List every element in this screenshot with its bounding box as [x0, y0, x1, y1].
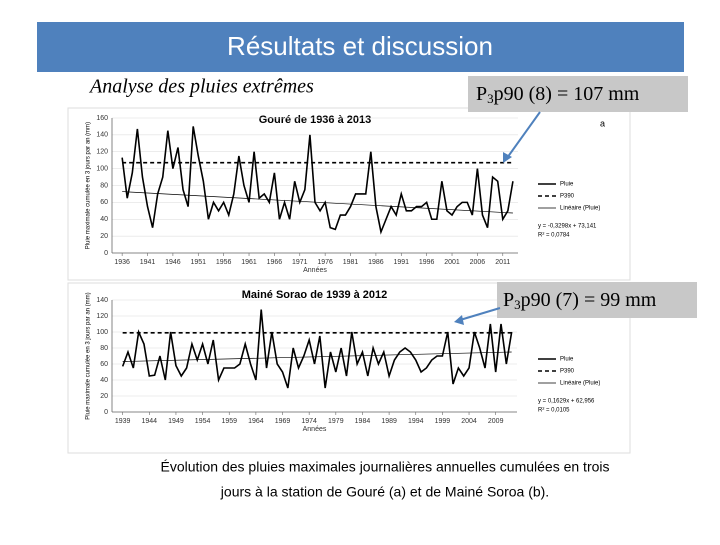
x-tick-label: 1951	[190, 259, 206, 266]
legend-label: Pluie	[560, 357, 574, 363]
y-tick-label: 60	[100, 199, 108, 206]
y-tick-label: 20	[100, 233, 108, 240]
y-tick-label: 80	[100, 182, 108, 189]
x-tick-label: 1999	[435, 418, 451, 425]
x-tick-label: 2011	[495, 259, 510, 266]
series-line	[121, 309, 513, 389]
x-tick-label: 1966	[267, 259, 283, 266]
x-tick-label: 1954	[195, 418, 211, 425]
x-axis-label: Années	[303, 426, 327, 433]
series-line	[122, 351, 512, 362]
x-axis-label: Années	[303, 267, 327, 274]
y-tick-label: 140	[96, 297, 108, 304]
x-tick-label: 1996	[419, 259, 435, 266]
y-tick-label: 100	[96, 329, 108, 336]
y-tick-label: 40	[100, 377, 108, 384]
y-tick-label: 160	[96, 115, 108, 122]
annotation: P3p90 (8) = 107 mm	[476, 83, 640, 106]
y-tick-label: 20	[100, 393, 108, 400]
x-tick-label: 1986	[368, 259, 384, 266]
caption: Évolution des pluies maximales journaliè…	[160, 459, 609, 475]
x-tick-label: 1939	[115, 418, 131, 425]
equation: R² = 0,0105	[538, 408, 570, 414]
x-tick-label: 2006	[470, 259, 486, 266]
chart-frame	[67, 107, 631, 281]
x-tick-label: 1976	[317, 259, 333, 266]
x-tick-label: 1979	[328, 418, 344, 425]
x-tick-label: 1961	[241, 259, 257, 266]
x-tick-label: 2001	[444, 259, 460, 266]
header-bar	[37, 22, 684, 72]
series-line	[122, 191, 513, 214]
y-tick-label: 0	[104, 250, 108, 257]
equation: y = 0,1629x + 62,956	[538, 399, 595, 405]
y-axis-label: Pluie maximale cumulée en 3 jours par an…	[86, 122, 92, 249]
x-tick-label: 1971	[292, 259, 308, 266]
arrow-head	[503, 152, 512, 163]
y-tick-label: 100	[96, 165, 108, 172]
y-tick-label: 120	[96, 313, 108, 320]
legend-label: Linéaire (Pluie)	[560, 206, 600, 212]
arrow	[506, 111, 541, 159]
y-tick-label: 140	[96, 132, 108, 139]
x-tick-label: 1949	[168, 418, 184, 425]
x-tick-label: 1936	[114, 259, 130, 266]
legend-label: P390	[560, 369, 575, 375]
legend-label: Pluie	[560, 182, 574, 188]
x-tick-label: 1989	[381, 418, 397, 425]
x-tick-label: 1941	[140, 259, 156, 266]
y-tick-label: 80	[100, 345, 108, 352]
x-tick-label: 2004	[461, 418, 477, 425]
y-tick-label: 60	[100, 361, 108, 368]
caption: jours à la station de Gouré (a) et de Ma…	[220, 484, 549, 500]
x-tick-label: 1974	[301, 418, 317, 425]
x-tick-label: 1984	[355, 418, 371, 425]
chart-title: Mainé Sorao de 1939 à 2012	[242, 289, 388, 301]
y-tick-label: 120	[96, 149, 108, 156]
annotation-box	[497, 282, 697, 318]
x-tick-label: 1946	[165, 259, 181, 266]
subtitle: Analyse des pluies extrêmes	[88, 76, 314, 98]
x-tick-label: 1964	[248, 418, 264, 425]
slide-title: Résultats et discussion	[227, 31, 493, 61]
equation: R² = 0,0784	[538, 233, 570, 239]
y-tick-label: 40	[100, 216, 108, 223]
panel-label: a	[600, 118, 605, 128]
x-tick-label: 1959	[221, 418, 237, 425]
x-tick-label: 1991	[393, 259, 409, 266]
series-line	[121, 126, 514, 235]
chart-title: Gouré de 1936 à 2013	[259, 114, 372, 126]
x-tick-label: 1944	[142, 418, 158, 425]
y-tick-label: 0	[104, 409, 108, 416]
annotation: P3p90 (7) = 99 mm	[503, 289, 657, 312]
x-tick-label: 1994	[408, 418, 424, 425]
x-tick-label: 2009	[488, 418, 504, 425]
equation: y = -0,3298x + 73,141	[538, 224, 597, 230]
y-axis-label: Pluie maximale cumulée en 3 jours par an…	[86, 292, 92, 419]
legend-label: Linéaire (Pluie)	[560, 381, 600, 387]
arrow-head	[454, 315, 464, 325]
legend-label: P390	[560, 194, 575, 200]
x-tick-label: 1969	[275, 418, 291, 425]
arrow	[459, 307, 501, 321]
x-tick-label: 1981	[343, 259, 359, 266]
x-tick-label: 1956	[216, 259, 232, 266]
annotation-box	[468, 76, 688, 112]
